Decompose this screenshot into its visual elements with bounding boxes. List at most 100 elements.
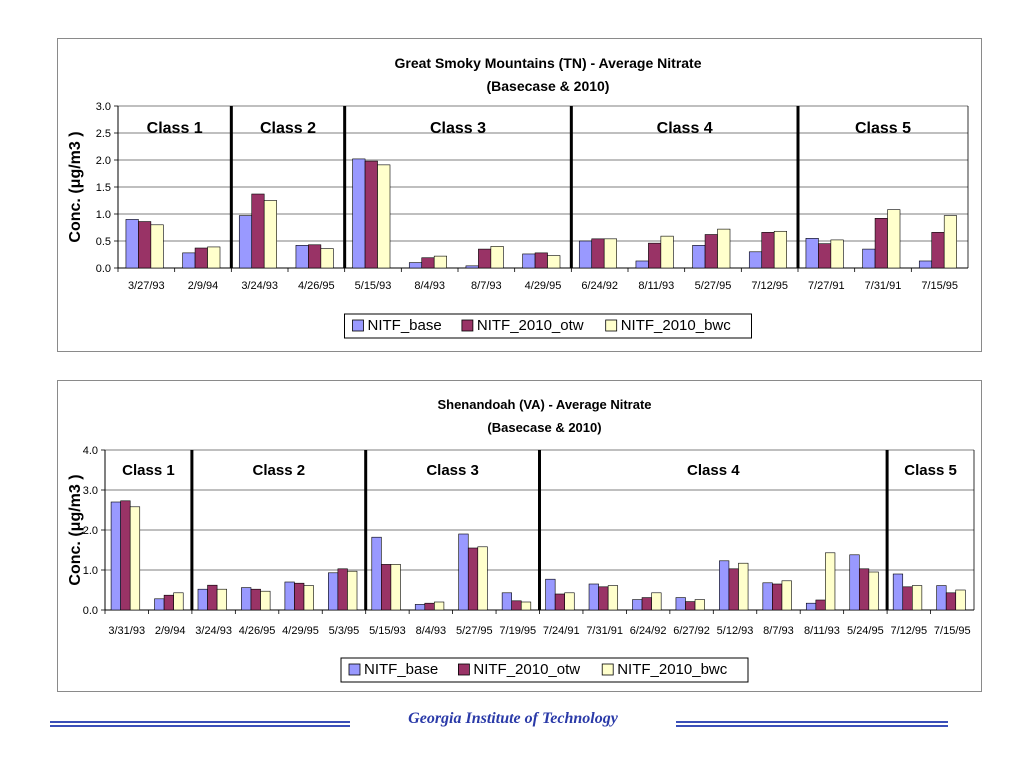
bar-otw xyxy=(163,594,174,611)
bar-base xyxy=(748,251,763,269)
bar-otw xyxy=(467,547,479,611)
bar-base xyxy=(284,581,295,611)
y-tick-label: 4.0 xyxy=(83,445,98,457)
x-tick-label: 7/15/95 xyxy=(934,625,971,637)
bar-base xyxy=(501,592,512,611)
class-label: Class 2 xyxy=(253,462,306,479)
bar-base xyxy=(125,219,139,269)
bar-base xyxy=(295,245,309,269)
y-tick-label: 1.0 xyxy=(83,565,98,577)
x-tick-label: 8/4/93 xyxy=(414,280,445,292)
bar-otw xyxy=(874,218,888,269)
bar-base xyxy=(545,578,556,611)
legend-swatch-bwc xyxy=(601,663,614,676)
bar-base xyxy=(692,245,706,269)
class-label: Class 4 xyxy=(687,462,740,479)
bar-base xyxy=(238,215,253,269)
bar-base xyxy=(632,599,643,611)
bar-otw xyxy=(308,244,322,269)
bar-otw xyxy=(685,601,696,611)
bar-bwc xyxy=(433,255,447,269)
bar-bwc xyxy=(912,585,923,611)
bar-bwc xyxy=(781,580,792,611)
x-tick-label: 5/15/93 xyxy=(355,280,392,292)
bar-otw xyxy=(120,500,131,611)
bar-bwc xyxy=(660,235,674,269)
x-tick-label: 7/12/95 xyxy=(751,280,788,292)
bar-otw xyxy=(364,160,378,269)
bar-base xyxy=(675,597,686,611)
bar-bwc xyxy=(434,601,445,611)
bar-otw xyxy=(591,238,605,269)
bar-bwc xyxy=(694,599,705,611)
bar-otw xyxy=(554,593,566,611)
bar-bwc xyxy=(263,200,277,269)
x-tick-label: 5/24/95 xyxy=(847,625,884,637)
y-tick-label: 3.0 xyxy=(83,485,98,497)
x-tick-label: 4/26/95 xyxy=(239,625,276,637)
bar-otw xyxy=(902,586,913,611)
x-tick-label: 4/26/95 xyxy=(298,280,335,292)
bar-otw xyxy=(251,193,265,269)
bar-bwc xyxy=(260,590,271,611)
x-tick-label: 4/29/95 xyxy=(525,280,562,292)
bar-otw xyxy=(945,592,957,611)
bar-base xyxy=(371,536,382,611)
x-tick-label: 5/27/95 xyxy=(695,280,732,292)
bar-bwc xyxy=(547,255,561,269)
bar-otw xyxy=(337,568,348,611)
bar-otw xyxy=(598,586,609,611)
bar-base xyxy=(805,238,819,269)
bar-base xyxy=(849,554,860,611)
y-tick-label: 2.0 xyxy=(96,155,111,167)
bar-bwc xyxy=(520,601,532,611)
x-tick-label: 3/24/93 xyxy=(241,280,278,292)
smoky-mountains-chart-svg: Great Smoky Mountains (TN) - Average Nit… xyxy=(67,55,969,339)
bar-bwc xyxy=(129,506,141,611)
bar-otw xyxy=(534,252,548,269)
bar-base xyxy=(110,501,121,611)
y-tick-label: 0.0 xyxy=(96,263,111,275)
bar-otw xyxy=(728,568,739,611)
bar-bwc xyxy=(564,592,575,611)
bar-otw xyxy=(207,584,218,611)
bar-base xyxy=(522,253,536,269)
chart-title: Great Smoky Mountains (TN) - Average Nit… xyxy=(394,55,701,71)
x-tick-label: 3/27/93 xyxy=(128,280,165,292)
legend-label: NITF_base xyxy=(368,317,442,334)
x-tick-label: 5/15/93 xyxy=(369,625,406,637)
footer: Georgia Institute of Technology xyxy=(0,700,1024,740)
bar-base xyxy=(154,598,165,611)
bar-bwc xyxy=(943,215,957,269)
bar-bwc xyxy=(830,239,844,269)
bar-base xyxy=(197,588,208,611)
x-tick-label: 7/31/91 xyxy=(865,280,902,292)
bar-otw xyxy=(194,247,208,269)
bar-base xyxy=(458,533,469,611)
x-tick-label: 7/12/95 xyxy=(890,625,927,637)
footer-text: Georgia Institute of Technology xyxy=(408,710,618,727)
y-axis-label: Conc. (μg/m3 ) xyxy=(67,474,84,585)
bar-otw xyxy=(478,248,492,269)
footer-right-rule xyxy=(676,721,948,729)
bar-base xyxy=(635,260,649,269)
footer-left-rule xyxy=(50,721,350,729)
y-tick-label: 0.0 xyxy=(83,605,98,617)
bar-bwc xyxy=(490,246,504,269)
bar-bwc xyxy=(207,246,221,269)
bar-bwc xyxy=(955,589,966,611)
bar-base xyxy=(241,587,252,611)
bar-otw xyxy=(818,243,832,269)
legend-box xyxy=(344,313,752,339)
bar-bwc xyxy=(607,585,619,611)
bar-otw xyxy=(421,257,435,269)
x-tick-label: 3/31/93 xyxy=(108,625,145,637)
bar-base xyxy=(578,240,593,269)
bar-base xyxy=(805,602,817,611)
bar-otw xyxy=(294,582,305,611)
x-tick-label: 8/11/93 xyxy=(804,625,840,637)
legend-swatch-base xyxy=(348,663,361,676)
legend-swatch-otw xyxy=(457,663,470,676)
bar-otw xyxy=(761,232,775,269)
legend-swatch-base xyxy=(352,319,364,332)
